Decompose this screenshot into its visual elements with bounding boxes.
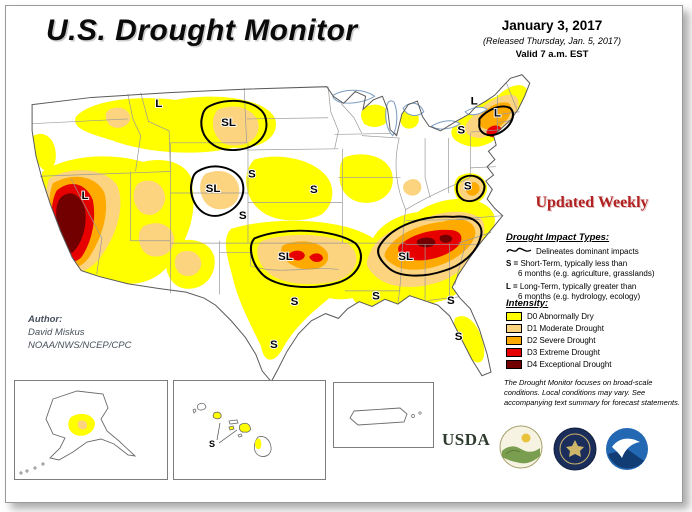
- drought-type-label: SL: [278, 251, 293, 263]
- drought-type-label: S: [310, 184, 318, 196]
- short-term-definition: S = Short-Term, typically less than 6 mo…: [506, 259, 655, 278]
- drought-type-label: L: [82, 190, 89, 202]
- long-term-definition: L = Long-Term, typically greater than 6 …: [506, 282, 641, 301]
- puerto-rico-map: [349, 407, 422, 426]
- impact-types-legend: Drought Impact Types: Delineates dominan…: [506, 232, 682, 302]
- hawaii-map: S: [192, 402, 272, 457]
- impact-delineation-icon: [506, 247, 532, 253]
- drought-type-label: S: [291, 297, 299, 309]
- drought-type-label: L: [494, 108, 501, 120]
- updated-weekly-note: Updated Weekly: [535, 194, 649, 211]
- d4-swatch: [506, 360, 522, 369]
- d2-label: D2 Severe Drought: [527, 336, 596, 345]
- d3-label: D3 Extreme Drought: [527, 348, 600, 357]
- d0-swatch: [506, 312, 522, 321]
- us-outline: [32, 75, 530, 382]
- impact-type-labels: L L SL SL S S S SL S S SL S S S L S S L: [81, 95, 502, 352]
- d3-swatch: [506, 348, 522, 357]
- author-block: Author: David Miskus NOAA/NWS/NCEP/CPC: [28, 314, 131, 352]
- drought-type-label: L: [471, 96, 478, 108]
- d1-swatch: [506, 324, 522, 333]
- usda-logo: USDA: [442, 430, 491, 449]
- d0-label: D0 Abnormally Dry: [527, 312, 594, 321]
- date-block: January 3, 2017 (Released Thursday, Jan.…: [442, 18, 662, 60]
- drought-type-label: L: [155, 98, 162, 110]
- report-date: January 3, 2017: [501, 18, 603, 33]
- valid-time: Valid 7 a.m. EST: [515, 49, 589, 60]
- delineation-row: Delineates dominant impacts: [506, 246, 682, 256]
- legend-item-d3: D3 Extreme Drought: [506, 348, 682, 357]
- drought-type-label: S: [464, 181, 472, 193]
- alaska-inset: [14, 380, 168, 480]
- great-lakes: [332, 89, 488, 137]
- drought-type-label: S: [239, 211, 247, 223]
- author-label: Author:: [28, 314, 63, 325]
- drought-monitor-report: U.S. Drought Monitor January 3, 2017 (Re…: [5, 5, 683, 503]
- d4-label: D4 Exceptional Drought: [527, 360, 612, 369]
- impact-delineation-outlines: [190, 99, 514, 288]
- impact-types-heading: Drought Impact Types:: [506, 232, 610, 243]
- drought-type-label: S: [372, 291, 380, 303]
- d1-label: D1 Moderate Drought: [527, 324, 604, 333]
- drought-type-label: S: [248, 169, 256, 181]
- author-name: David Miskus: [28, 326, 85, 338]
- alaska-map: [19, 390, 137, 475]
- hawaii-inset: S: [173, 380, 326, 480]
- drought-type-label: S: [455, 331, 463, 343]
- drought-type-label: SL: [398, 251, 413, 263]
- state-borders: [32, 83, 519, 303]
- author-org: NOAA/NWS/NCEP/CPC: [28, 339, 132, 351]
- drought-type-label: S: [447, 295, 455, 307]
- us-drought-map: L L SL SL S S S SL S S SL S S S L S S L: [14, 64, 544, 396]
- legend-item-d1: D1 Moderate Drought: [506, 324, 682, 333]
- d2-swatch: [506, 336, 522, 345]
- delineation-label: Delineates dominant impacts: [536, 246, 639, 256]
- ndmc-logo: [499, 425, 543, 469]
- drought-regions: [32, 85, 528, 363]
- puerto-rico-inset: [333, 382, 434, 448]
- drought-type-label: SL: [221, 117, 236, 129]
- intensity-heading: Intensity:: [506, 298, 549, 309]
- drought-type-label: S: [457, 125, 465, 137]
- drought-type-label: S: [270, 340, 278, 352]
- drought-type-label: SL: [206, 183, 221, 195]
- release-date: (Released Thursday, Jan. 5, 2017): [483, 36, 621, 46]
- legend-item-d4: D4 Exceptional Drought: [506, 360, 682, 369]
- intensity-legend: Intensity: D0 Abnormally Dry D1 Moderate…: [506, 298, 682, 372]
- drought-type-label: S: [209, 439, 215, 449]
- legend-item-d2: D2 Severe Drought: [506, 336, 682, 345]
- commerce-seal-logo: [553, 427, 597, 471]
- legend-item-d0: D0 Abnormally Dry: [506, 312, 682, 321]
- disclaimer: The Drought Monitor focuses on broad-sca…: [504, 378, 680, 407]
- noaa-logo: [606, 428, 648, 470]
- page-title: U.S. Drought Monitor: [46, 14, 358, 47]
